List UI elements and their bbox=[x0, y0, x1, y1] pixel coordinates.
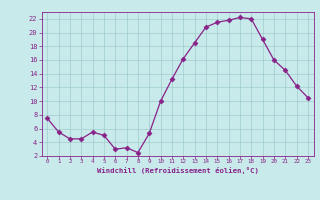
X-axis label: Windchill (Refroidissement éolien,°C): Windchill (Refroidissement éolien,°C) bbox=[97, 167, 259, 174]
